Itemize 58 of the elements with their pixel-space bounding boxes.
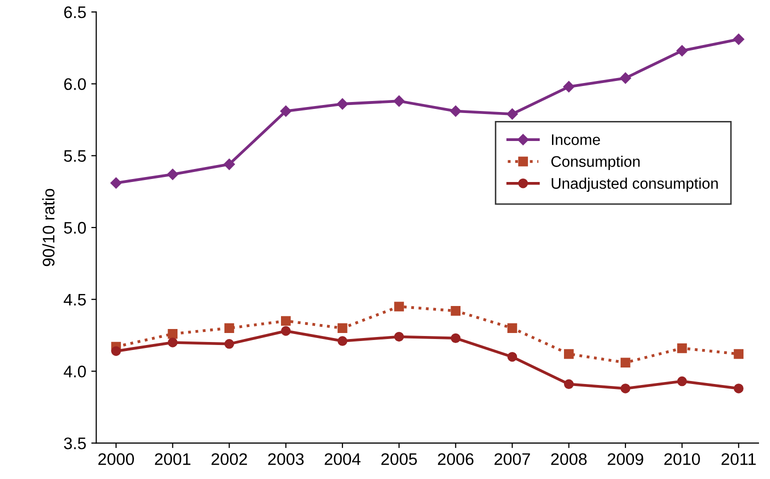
point xyxy=(394,332,404,342)
point xyxy=(111,346,121,356)
x-tick-label: 2004 xyxy=(324,453,361,466)
y-tick-label: 6.0 xyxy=(64,78,86,90)
point xyxy=(733,34,744,45)
point xyxy=(563,81,574,92)
x-tick-label: 2003 xyxy=(268,453,304,466)
point xyxy=(110,177,122,189)
x-tick-label: 2011 xyxy=(722,453,756,466)
point xyxy=(620,358,630,368)
point xyxy=(168,338,178,348)
point xyxy=(620,72,632,84)
point xyxy=(450,106,462,117)
point xyxy=(167,168,178,180)
y-axis-title: 90/10 ratio xyxy=(42,188,55,266)
x-tick-label: 2005 xyxy=(381,453,417,466)
point xyxy=(734,349,744,359)
y-tick-label: 4.5 xyxy=(64,294,86,306)
legend-label: Unadjusted consumption xyxy=(552,178,718,192)
point xyxy=(338,323,348,333)
x-tick-label: 2002 xyxy=(212,453,247,466)
point xyxy=(507,352,518,362)
point xyxy=(336,98,348,110)
x-tick-label: 2006 xyxy=(438,453,474,466)
x-tick-label: 2009 xyxy=(608,453,644,466)
x-tick-label: 2007 xyxy=(494,453,530,466)
x-tick-label: 2010 xyxy=(664,453,700,466)
point xyxy=(338,336,348,346)
point xyxy=(677,376,687,386)
point xyxy=(393,95,405,107)
y-tick-label: 6.5 xyxy=(64,6,86,18)
point xyxy=(564,349,574,359)
point xyxy=(224,158,235,170)
point xyxy=(394,302,404,312)
point xyxy=(280,326,291,336)
point xyxy=(620,384,630,394)
point xyxy=(280,316,291,326)
point xyxy=(224,323,234,333)
point xyxy=(507,323,518,333)
point xyxy=(677,343,687,354)
x-tick-label: 2000 xyxy=(98,453,134,466)
y-tick-label: 3.5 xyxy=(64,437,86,450)
point xyxy=(450,306,461,316)
point xyxy=(564,379,574,390)
point xyxy=(734,384,744,394)
y-tick-label: 5.0 xyxy=(64,222,86,234)
point xyxy=(506,108,518,120)
legend-label: Consumption xyxy=(551,156,640,170)
y-tick-label: 4.0 xyxy=(64,366,86,378)
legend-label: Income xyxy=(552,134,600,146)
point xyxy=(168,329,178,339)
x-tick-label: 2001 xyxy=(154,453,190,466)
y-tick-label: 5.5 xyxy=(64,150,86,162)
point xyxy=(450,333,461,344)
point xyxy=(280,106,292,117)
point xyxy=(676,45,688,56)
point xyxy=(224,339,234,349)
x-tick-label: 2008 xyxy=(551,453,587,466)
